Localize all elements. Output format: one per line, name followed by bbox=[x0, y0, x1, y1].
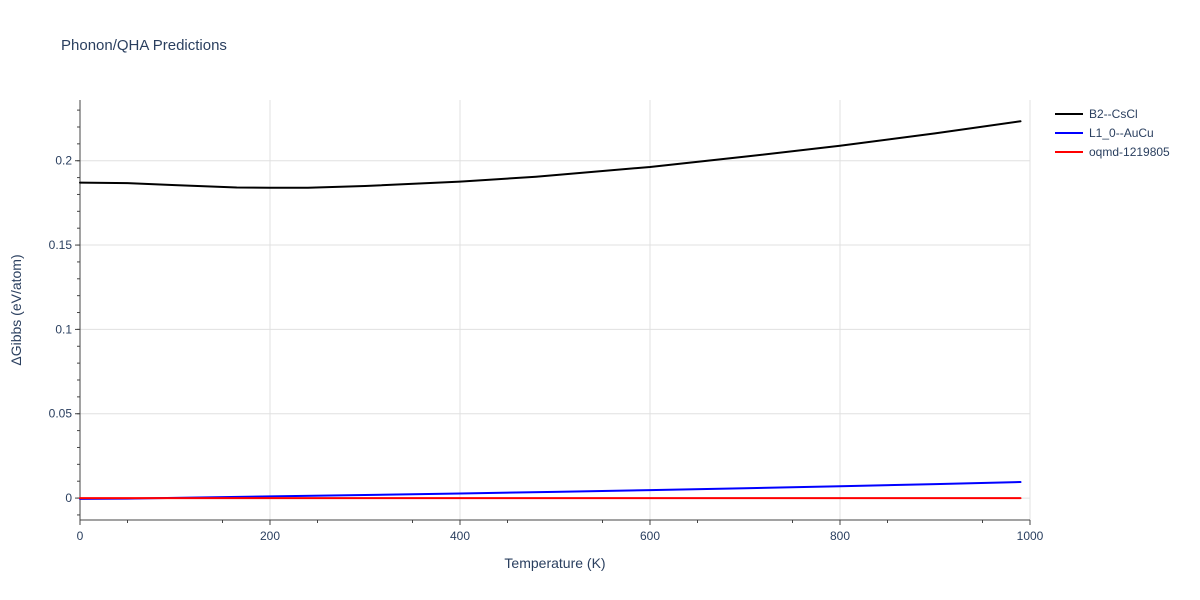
legend-item[interactable]: oqmd-1219805 bbox=[1055, 145, 1170, 159]
y-tick-label: 0 bbox=[65, 491, 72, 505]
series-layer bbox=[79, 120, 1022, 500]
legend[interactable]: B2--CsCl L1_0--AuCu oqmd-1219805 bbox=[1055, 107, 1170, 159]
axes-layer: 0 200 400 600 800 1000 0 0.05 0.1 0.15 0.2 bbox=[49, 100, 1044, 543]
x-tick-label: 1000 bbox=[1017, 529, 1044, 543]
x-tick-label: 600 bbox=[640, 529, 660, 543]
legend-item[interactable]: B2--CsCl bbox=[1055, 107, 1138, 121]
x-tick-label: 400 bbox=[450, 529, 470, 543]
x-tick-label: 800 bbox=[830, 529, 850, 543]
chart-title: Phonon/QHA Predictions bbox=[61, 37, 227, 54]
x-tick-label: 200 bbox=[260, 529, 280, 543]
x-axis-title: Temperature (K) bbox=[504, 555, 605, 571]
y-tick-label: 0.1 bbox=[55, 322, 72, 336]
legend-label: L1_0--AuCu bbox=[1089, 126, 1154, 140]
legend-label: oqmd-1219805 bbox=[1089, 145, 1170, 159]
series-line-b2-cscl bbox=[79, 120, 1022, 189]
x-tick-label: 0 bbox=[77, 529, 84, 543]
y-axis-title: ΔGibbs (eV/atom) bbox=[8, 254, 24, 365]
y-tick-label: 0.15 bbox=[49, 238, 73, 252]
grid-layer bbox=[80, 100, 1031, 520]
legend-item[interactable]: L1_0--AuCu bbox=[1055, 126, 1154, 140]
series-line-l1-0-aucu bbox=[79, 481, 1022, 500]
legend-label: B2--CsCl bbox=[1089, 107, 1138, 121]
y-tick-label: 0.2 bbox=[55, 154, 72, 168]
y-tick-label: 0.05 bbox=[49, 407, 73, 421]
